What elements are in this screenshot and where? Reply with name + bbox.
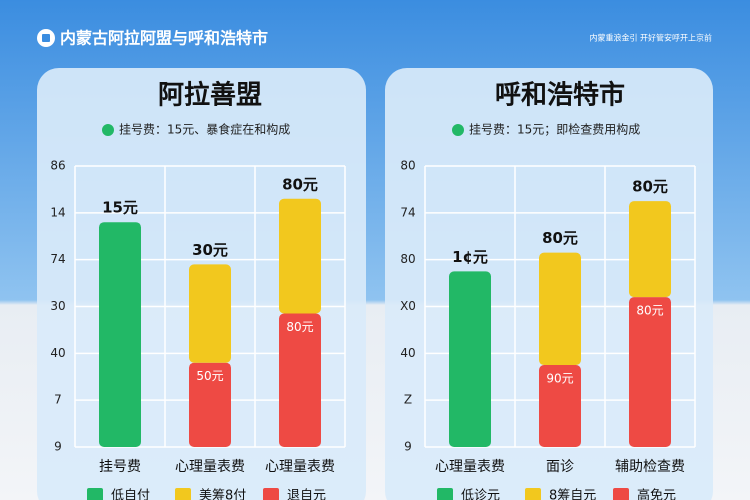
y-tick-label: 9 <box>54 440 62 454</box>
bar-segment <box>279 313 321 447</box>
chart-title: 阿拉善盟 <box>158 80 262 111</box>
y-tick-label: 9 <box>404 440 412 454</box>
x-tick-label: 心理量表费 <box>265 459 335 475</box>
bar-label: 80元 <box>636 304 663 318</box>
legend-label: 退自元 <box>287 489 326 500</box>
legend-swatch <box>437 488 453 500</box>
bar-label: 1¢元 <box>452 248 488 266</box>
bar-label: 50元 <box>196 369 223 383</box>
y-tick-label: 40 <box>400 346 415 360</box>
y-tick-label: 80 <box>400 159 415 173</box>
bar-segment <box>189 362 231 447</box>
y-tick-label: Z <box>404 393 412 407</box>
bar-segment <box>539 252 581 366</box>
header-title: 内蒙古阿拉阿盟与呼和浩特市 <box>60 29 268 48</box>
bar-segment <box>189 264 231 363</box>
chart-subtitle: 挂号费：15元、暴食症在和构成 <box>119 122 290 137</box>
y-tick-label: 74 <box>50 252 65 266</box>
y-tick-label: 74 <box>400 205 415 219</box>
legend-label: 低诊元 <box>461 489 500 500</box>
y-tick-label: 7 <box>54 393 62 407</box>
y-tick-label: X0 <box>400 299 416 313</box>
legend-swatch <box>263 488 279 500</box>
x-tick-label: 挂号费 <box>99 459 141 475</box>
y-tick-label: 30 <box>50 299 65 313</box>
bar-label: 80元 <box>632 178 668 196</box>
bar-segment <box>449 271 491 447</box>
x-tick-label: 心理量表费 <box>435 459 505 475</box>
chart-subtitle: 挂号费：15元；即检查费用构成 <box>469 122 640 137</box>
x-tick-label: 辅助检查费 <box>615 459 685 475</box>
x-tick-label: 面诊 <box>546 459 574 475</box>
bar-segment <box>629 297 671 447</box>
y-tick-label: 40 <box>50 346 65 360</box>
bar-label: 80元 <box>286 320 313 334</box>
bar-label: 80元 <box>282 175 318 193</box>
legend-swatch <box>613 488 629 500</box>
subtitle-dot <box>452 124 464 136</box>
bar-segment <box>99 222 141 447</box>
legend-label: 高免元 <box>637 488 676 500</box>
y-tick-label: 14 <box>50 205 65 219</box>
y-tick-label: 80 <box>400 252 415 266</box>
legend-swatch <box>175 488 191 500</box>
subtitle-dot <box>102 124 114 136</box>
bar-segment <box>629 201 671 298</box>
legend-label: 8筹自元 <box>549 488 596 500</box>
chart-title: 呼和浩特市 <box>495 80 625 111</box>
bar-segment <box>279 198 321 314</box>
bar-label: 90元 <box>546 372 573 386</box>
legend-label: 低自付 <box>111 489 150 500</box>
bar-label: 15元 <box>102 199 138 217</box>
bar-segment <box>539 365 581 447</box>
legend-swatch <box>525 488 541 500</box>
x-tick-label: 心理量表费 <box>175 459 245 475</box>
header-icon-glyph <box>42 34 50 42</box>
bar-label: 30元 <box>192 241 228 259</box>
y-tick-label: 86 <box>50 159 65 173</box>
legend-label: 美筹8付 <box>199 488 246 500</box>
bar-label: 80元 <box>542 229 578 247</box>
header-note: 内蒙重浪金引 开好管安呼开上京前 <box>589 33 712 43</box>
legend-swatch <box>87 488 103 500</box>
